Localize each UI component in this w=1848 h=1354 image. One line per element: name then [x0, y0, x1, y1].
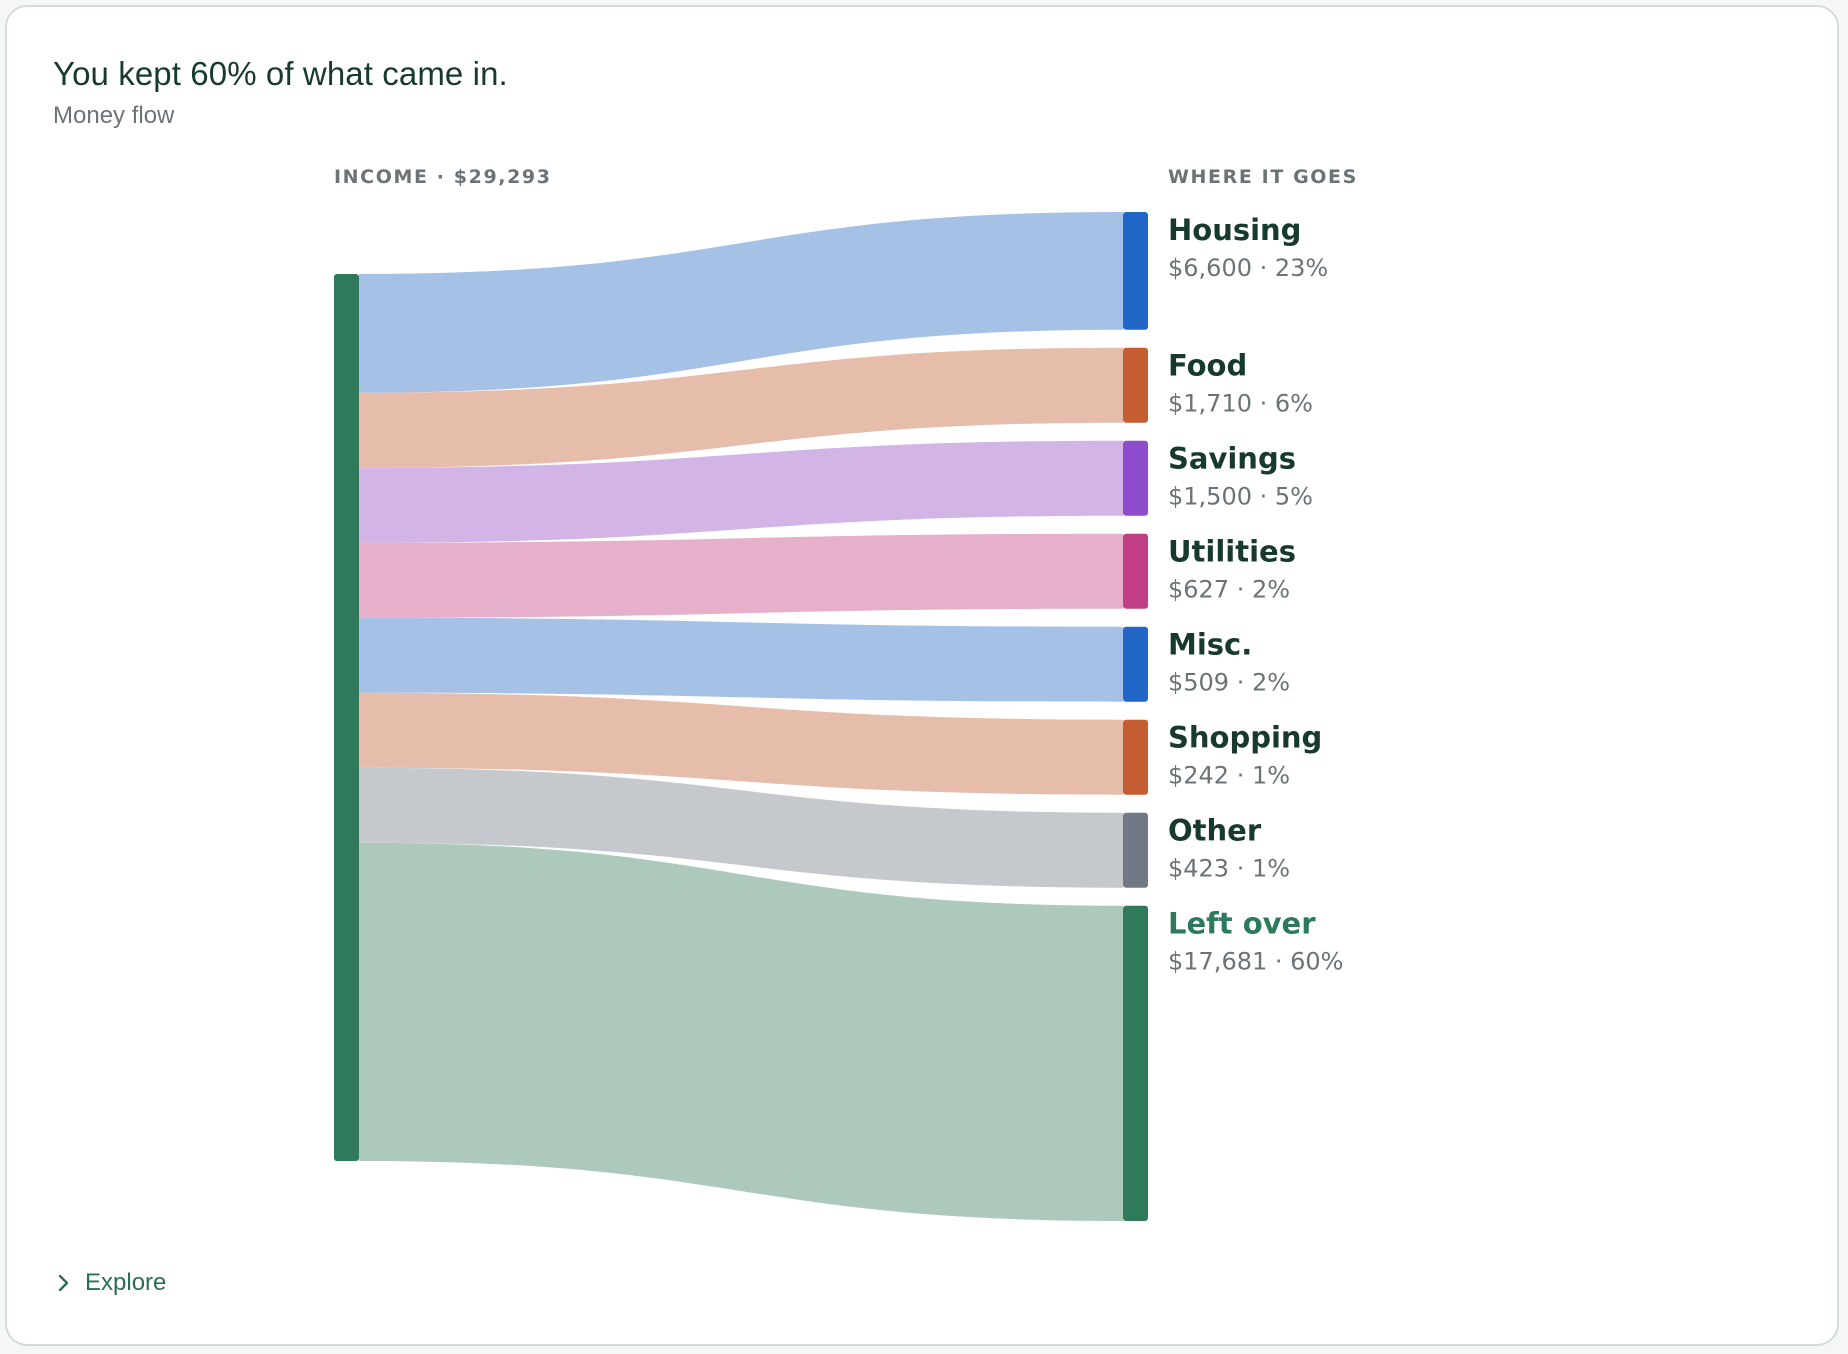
card-subtitle: Money flow — [53, 102, 175, 129]
target-name: Food — [1168, 349, 1247, 383]
flow-link — [359, 440, 1123, 543]
target-name: Left over — [1168, 907, 1316, 941]
flow-link — [359, 692, 1123, 795]
flow-link — [359, 617, 1123, 702]
target-value: $1,500 · 5% — [1168, 483, 1313, 511]
target-value: $242 · 1% — [1168, 762, 1290, 790]
flow-link — [359, 842, 1123, 1221]
target-node — [1123, 812, 1148, 888]
flow-links — [359, 212, 1123, 1221]
flow-labels: Housing $6,600 · 23% Food $1,710 · 6% Saving… — [1168, 213, 1343, 976]
flow-link — [359, 212, 1123, 393]
target-name: Misc. — [1168, 628, 1252, 662]
income-header: INCOME · $29,293 — [334, 166, 552, 188]
target-name: Utilities — [1168, 535, 1296, 569]
target-value: $17,681 · 60% — [1168, 948, 1343, 976]
target-value: $6,600 · 23% — [1168, 254, 1328, 282]
target-name: Housing — [1168, 213, 1301, 247]
flow-nodes — [334, 212, 1148, 1221]
target-node — [1123, 212, 1148, 330]
explore-toggle[interactable]: Explore — [57, 1269, 166, 1297]
target-name: Shopping — [1168, 721, 1322, 755]
target-value: $423 · 1% — [1168, 855, 1290, 883]
flow-link — [359, 347, 1123, 468]
income-node — [334, 274, 359, 1161]
target-node — [1123, 533, 1148, 609]
target-node — [1123, 626, 1148, 702]
destinations-header: WHERE IT GOES — [1168, 166, 1358, 188]
chevron-right-icon — [58, 1274, 69, 1292]
flow-link — [359, 767, 1123, 888]
target-name: Savings — [1168, 442, 1296, 476]
target-name: Other — [1168, 814, 1262, 848]
target-node — [1123, 905, 1148, 1221]
money-flow-card: You kept 60% of what came in. Money flow… — [5, 5, 1839, 1346]
target-value: $627 · 2% — [1168, 576, 1290, 604]
target-value: $509 · 2% — [1168, 669, 1290, 697]
target-node — [1123, 347, 1148, 423]
target-node — [1123, 440, 1148, 516]
target-value: $1,710 · 6% — [1168, 390, 1313, 418]
sankey-chart: INCOME · $29,293 WHERE IT GOES Housing $6… — [334, 166, 1358, 1221]
explore-label: Explore — [85, 1269, 167, 1296]
target-node — [1123, 719, 1148, 795]
flow-link — [359, 533, 1123, 618]
card-title: You kept 60% of what came in. — [53, 55, 508, 92]
